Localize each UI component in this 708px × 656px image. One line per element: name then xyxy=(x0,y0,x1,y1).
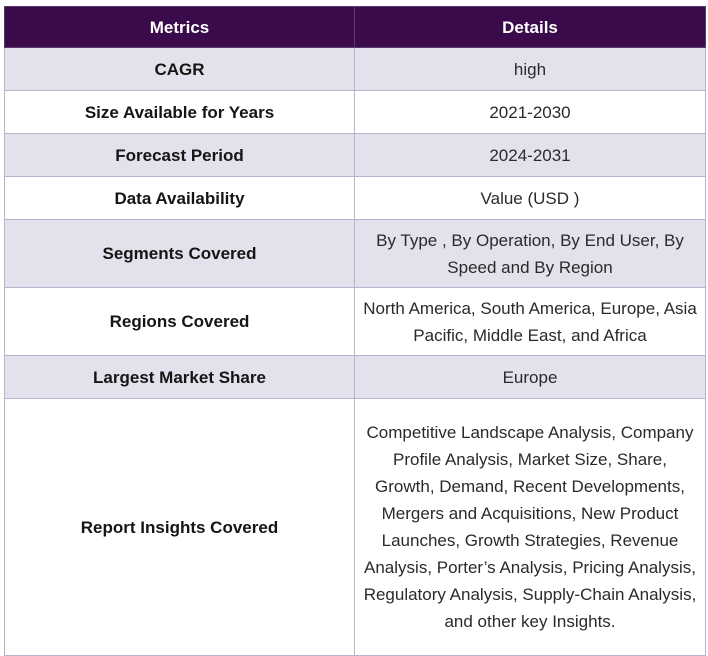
detail-cell: high xyxy=(354,47,706,91)
detail-cell: By Type , By Operation, By End User, By … xyxy=(354,219,706,288)
metric-cell: Regions Covered xyxy=(4,287,355,356)
metric-cell: Size Available for Years xyxy=(4,90,355,134)
header-details: Details xyxy=(354,6,706,48)
metric-cell: Data Availability xyxy=(4,176,355,220)
table-row: Forecast Period 2024-2031 xyxy=(4,133,706,177)
table-header-row: Metrics Details xyxy=(4,6,706,48)
detail-cell: North America, South America, Europe, As… xyxy=(354,287,706,356)
table-row: Regions Covered North America, South Ame… xyxy=(4,287,706,356)
header-metrics: Metrics xyxy=(4,6,355,48)
detail-cell: 2021-2030 xyxy=(354,90,706,134)
report-summary-table-container: Metrics Details CAGR high Size Available… xyxy=(4,6,706,656)
detail-cell: Europe xyxy=(354,355,706,399)
detail-cell: Competitive Landscape Analysis, Company … xyxy=(354,398,706,656)
table-row: CAGR high xyxy=(4,47,706,91)
metric-cell: CAGR xyxy=(4,47,355,91)
table-row: Largest Market Share Europe xyxy=(4,355,706,399)
table-row: Data Availability Value (USD ) xyxy=(4,176,706,220)
metric-cell: Forecast Period xyxy=(4,133,355,177)
report-summary-table: Metrics Details CAGR high Size Available… xyxy=(4,6,706,656)
detail-cell: 2024-2031 xyxy=(354,133,706,177)
table-row: Segments Covered By Type , By Operation,… xyxy=(4,219,706,288)
metric-cell: Segments Covered xyxy=(4,219,355,288)
table-row: Size Available for Years 2021-2030 xyxy=(4,90,706,134)
metric-cell: Largest Market Share xyxy=(4,355,355,399)
table-row: Report Insights Covered Competitive Land… xyxy=(4,398,706,656)
metric-cell: Report Insights Covered xyxy=(4,398,355,656)
detail-cell: Value (USD ) xyxy=(354,176,706,220)
